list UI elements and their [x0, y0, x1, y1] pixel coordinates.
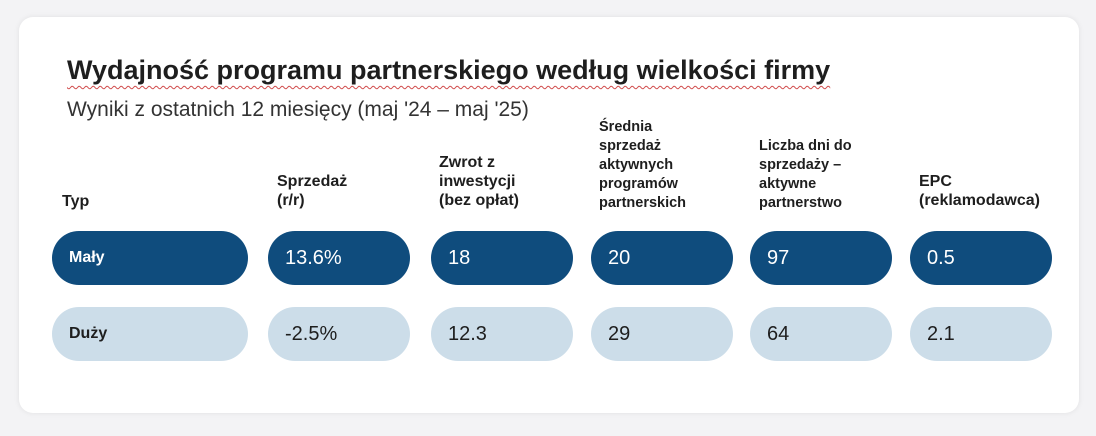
chart-subtitle: Wyniki z ostatnich 12 miesięcy (maj '24 … — [67, 98, 529, 121]
cell-text: 13.6% — [285, 246, 342, 269]
row-label: Duży — [52, 307, 248, 361]
table-cell: 13.6% — [268, 231, 410, 285]
column-header-srednia: Średnia sprzedaż aktywnych programów par… — [599, 119, 687, 211]
cell-text: 20 — [608, 246, 631, 269]
cell-text: 18 — [448, 246, 471, 269]
table-cell: 97 — [750, 231, 892, 285]
column-header-zwrot: Zwrot z inwestycji (bez opłat) — [439, 154, 519, 209]
cell-text: Mały — [69, 249, 105, 266]
table-cell: 29 — [591, 307, 733, 361]
cell-text: Duży — [69, 325, 108, 342]
chart-title: Wydajność programu partnerskiego według … — [67, 55, 831, 85]
cell-text: -2.5% — [285, 322, 338, 345]
table-cell: 0.5 — [910, 231, 1052, 285]
column-header-sprzedaz: Sprzedaż (r/r) — [277, 173, 348, 209]
cell-text: 97 — [767, 246, 790, 269]
table-cell: 64 — [750, 307, 892, 361]
table-cell: 20 — [591, 231, 733, 285]
cell-text: 64 — [767, 322, 790, 345]
table-cell: 2.1 — [910, 307, 1052, 361]
table-cell: 12.3 — [431, 307, 573, 361]
cell-text: 29 — [608, 322, 631, 345]
column-header-liczba-dni: Liczba dni do sprzedaży – aktywne partne… — [759, 138, 852, 211]
column-header-epc: EPC (reklamodawca) — [919, 173, 1040, 209]
cell-text: 0.5 — [927, 246, 955, 269]
cell-text: 12.3 — [448, 322, 487, 345]
table-cell: 18 — [431, 231, 573, 285]
cell-text: 2.1 — [927, 322, 955, 345]
table-cell: -2.5% — [268, 307, 410, 361]
column-header-typ: Typ — [62, 193, 90, 210]
row-label: Mały — [52, 231, 248, 285]
